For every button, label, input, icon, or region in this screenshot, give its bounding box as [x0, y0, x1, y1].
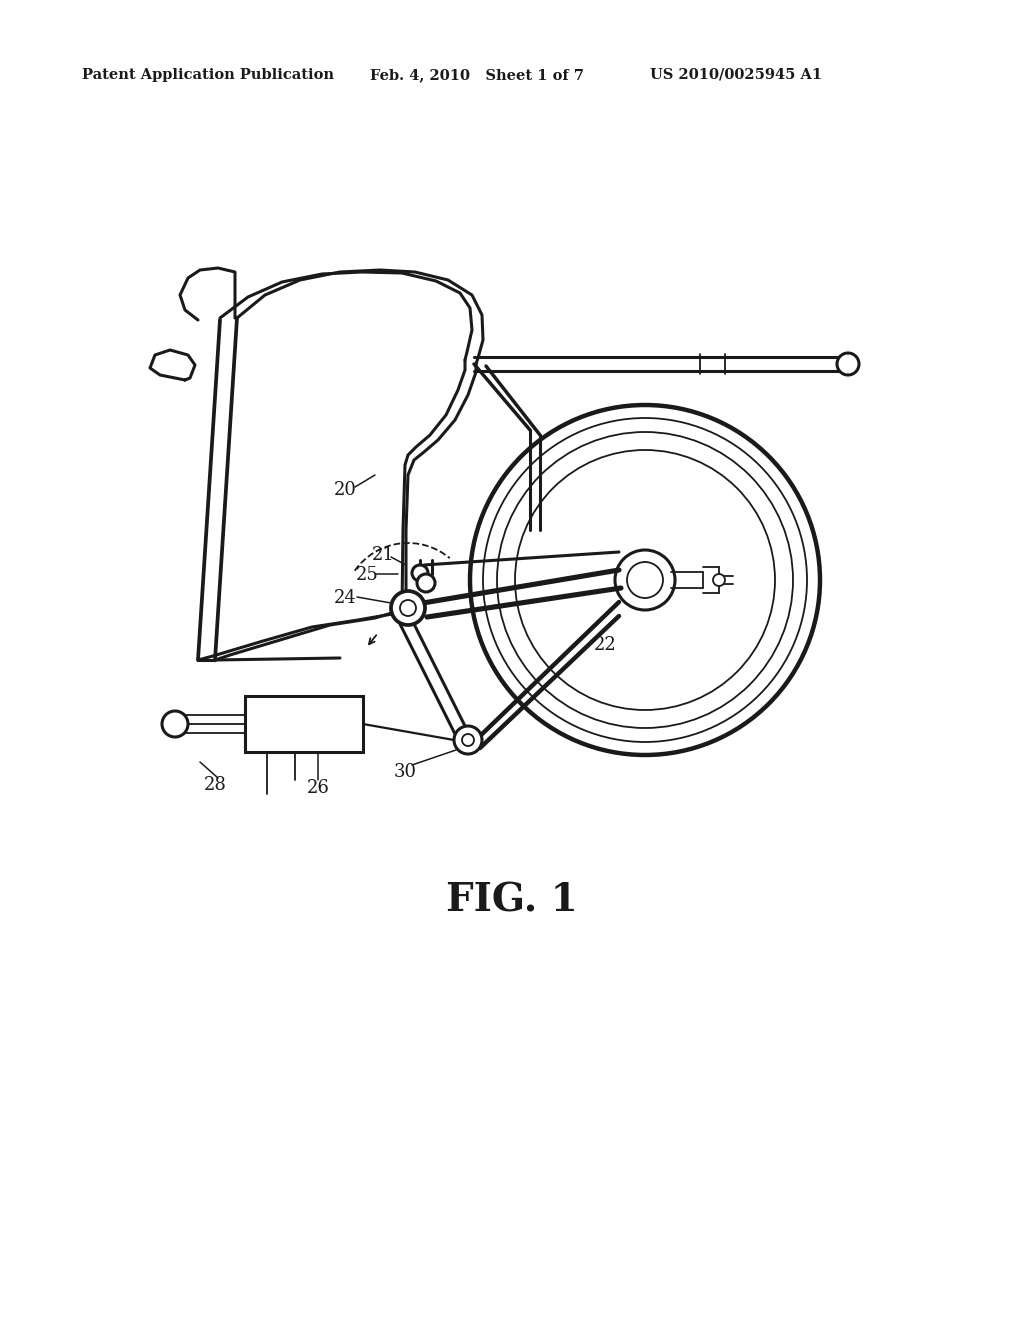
Text: 22: 22 [594, 636, 616, 653]
Text: 20: 20 [334, 480, 356, 499]
Text: 21: 21 [372, 546, 394, 564]
Text: US 2010/0025945 A1: US 2010/0025945 A1 [650, 69, 822, 82]
Circle shape [391, 591, 425, 624]
Text: 25: 25 [355, 566, 379, 583]
Circle shape [162, 711, 188, 737]
Text: 28: 28 [204, 776, 226, 795]
Text: Feb. 4, 2010   Sheet 1 of 7: Feb. 4, 2010 Sheet 1 of 7 [370, 69, 584, 82]
Circle shape [400, 601, 416, 616]
Circle shape [713, 574, 725, 586]
Circle shape [417, 574, 435, 591]
Circle shape [615, 550, 675, 610]
Circle shape [454, 726, 482, 754]
Text: FIG. 1: FIG. 1 [446, 880, 578, 919]
Polygon shape [150, 350, 195, 380]
Circle shape [837, 352, 859, 375]
Text: Patent Application Publication: Patent Application Publication [82, 69, 334, 82]
Bar [245, 696, 362, 752]
Polygon shape [180, 268, 234, 319]
Text: 26: 26 [306, 779, 330, 797]
Text: 30: 30 [393, 763, 417, 781]
Text: 24: 24 [334, 589, 356, 607]
Circle shape [412, 565, 428, 581]
